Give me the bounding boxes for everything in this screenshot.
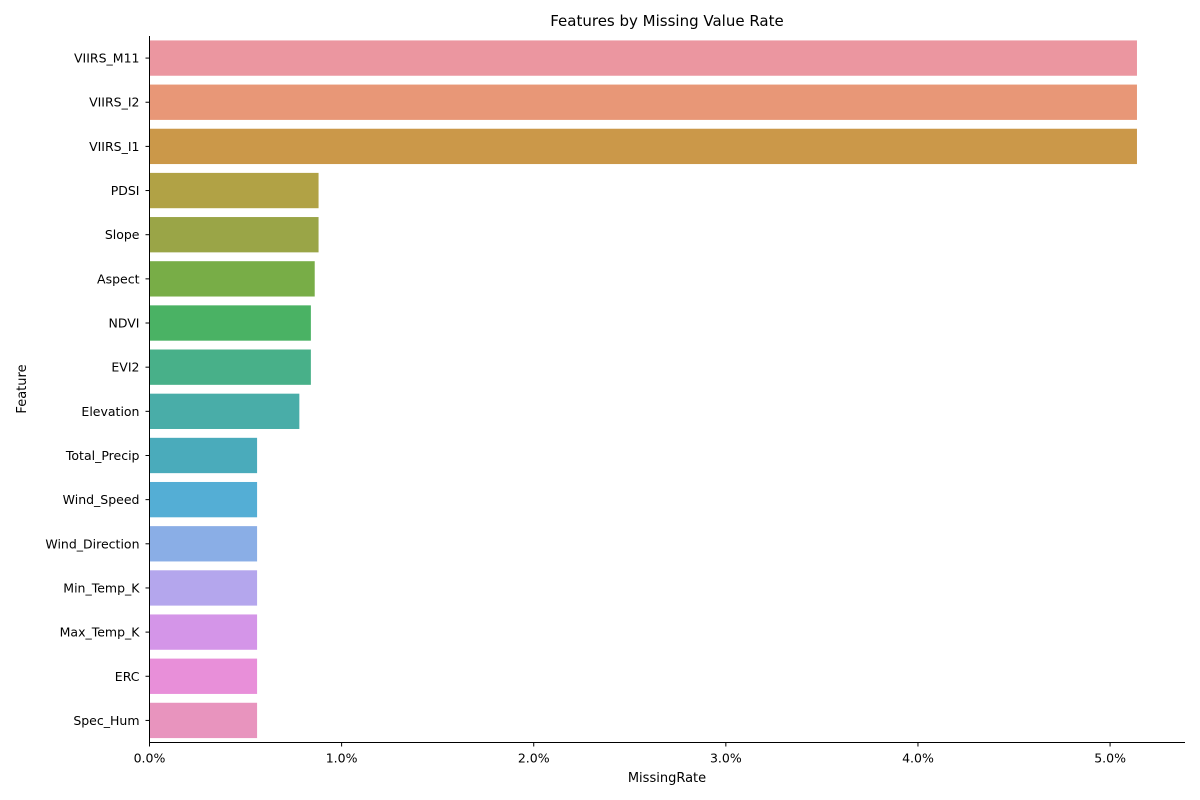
y-tick-label: Spec_Hum	[73, 713, 139, 728]
y-tick-label: Wind_Direction	[45, 536, 139, 551]
x-axis-label: MissingRate	[628, 771, 706, 786]
bar-max-temp-k	[149, 614, 258, 650]
y-tick-label: Aspect	[97, 271, 140, 286]
y-tick-label: ERC	[115, 669, 140, 684]
y-tick-label: NDVI	[109, 316, 140, 331]
bar-ndvi	[149, 305, 311, 341]
bar-viirs-m11	[149, 40, 1137, 76]
bar-slope	[149, 217, 319, 253]
bar-total-precip	[149, 437, 258, 474]
y-tick-label: Max_Temp_K	[60, 625, 141, 640]
y-tick-label: Wind_Speed	[63, 492, 140, 507]
bar-viirs-i1	[149, 128, 1137, 165]
bar-erc	[149, 658, 258, 694]
y-tick-label: VIIRS_I1	[89, 139, 139, 154]
y-tick-label: Total_Precip	[65, 448, 140, 463]
x-tick-label: 2.0%	[518, 751, 550, 766]
bar-pdsi	[149, 172, 319, 209]
y-tick-label: PDSI	[111, 183, 140, 198]
y-tick-label: EVI2	[111, 360, 139, 375]
x-tick-label: 1.0%	[326, 751, 358, 766]
x-tick-label: 3.0%	[710, 751, 742, 766]
bar-evi2	[149, 349, 311, 385]
y-tick-label: VIIRS_M11	[74, 51, 140, 66]
bar-wind-speed	[149, 481, 258, 518]
bars-group	[149, 40, 1137, 739]
bar-min-temp-k	[149, 570, 258, 606]
y-axis: VIIRS_M11 VIIRS_I2 VIIRS_I1 PDSI Slope Aspect…	[45, 51, 150, 728]
bar-aspect	[149, 261, 315, 297]
y-tick-label: Min_Temp_K	[63, 580, 140, 595]
bar-spec-hum	[149, 702, 258, 739]
y-tick-label: Elevation	[81, 404, 139, 419]
y-tick-label: VIIRS_I2	[89, 95, 139, 110]
x-tick-label: 5.0%	[1094, 751, 1126, 766]
bar-wind-direction	[149, 526, 258, 562]
chart-title: Features by Missing Value Rate	[550, 12, 784, 30]
y-tick-label: Slope	[105, 227, 140, 242]
y-axis-label: Feature	[15, 364, 30, 413]
x-tick-label: 0.0%	[134, 751, 166, 766]
x-tick-label: 4.0%	[902, 751, 934, 766]
bar-viirs-i2	[149, 84, 1137, 120]
bar-elevation	[149, 393, 300, 429]
x-axis: 0.0% 1.0% 2.0% 3.0% 4.0% 5.0%	[134, 742, 1126, 766]
